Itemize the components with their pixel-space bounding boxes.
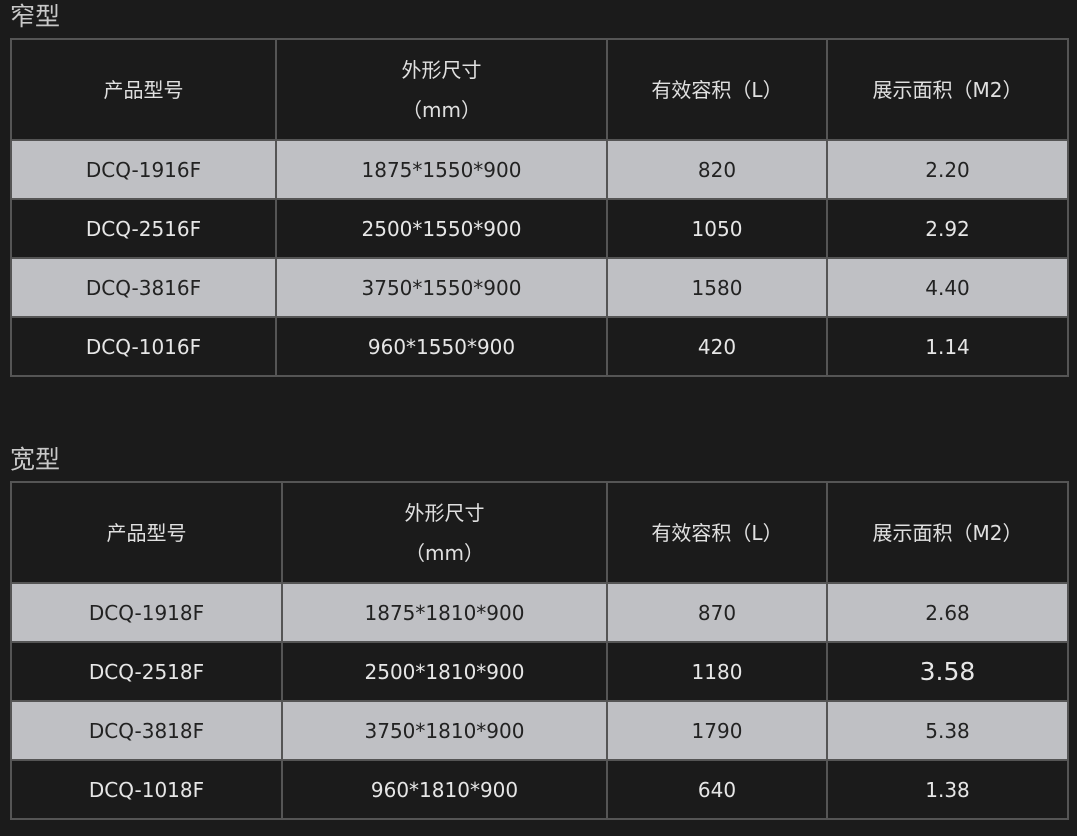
spec-table-narrow: 产品型号 外形尺寸 （mm） 有效容积（L） 展示面积（M2） DCQ-1916F… — [10, 38, 1069, 377]
cell-model: DCQ-1018F — [10, 759, 283, 820]
table-row: DCQ-2518F 2500*1810*900 1180 3.58 — [10, 641, 1069, 702]
cell-area: 5.38 — [826, 700, 1069, 761]
cell-model: DCQ-3818F — [10, 700, 283, 761]
cell-dimensions: 2500*1550*900 — [275, 198, 608, 259]
cell-area: 1.14 — [826, 316, 1069, 377]
header-dimensions: 外形尺寸 （mm） — [275, 38, 608, 141]
cell-dimensions: 960*1550*900 — [275, 316, 608, 377]
table-row: DCQ-1918F 1875*1810*900 870 2.68 — [10, 582, 1069, 643]
header-dimensions-label: 外形尺寸 — [401, 57, 482, 82]
cell-area: 4.40 — [826, 257, 1069, 318]
cell-area: 1.38 — [826, 759, 1069, 820]
cell-volume: 1580 — [606, 257, 828, 318]
header-area: 展示面积（M2） — [826, 481, 1069, 584]
header-model: 产品型号 — [10, 481, 283, 584]
table-row: DCQ-3818F 3750*1810*900 1790 5.38 — [10, 700, 1069, 761]
cell-volume: 870 — [606, 582, 828, 643]
table-row: DCQ-2516F 2500*1550*900 1050 2.92 — [10, 198, 1069, 259]
section-title-narrow: 窄型 — [10, 2, 61, 31]
header-dimensions: 外形尺寸 （mm） — [281, 481, 608, 584]
table-row: DCQ-1016F 960*1550*900 420 1.14 — [10, 316, 1069, 377]
cell-area: 2.68 — [826, 582, 1069, 643]
cell-volume: 1050 — [606, 198, 828, 259]
table-row: DCQ-1916F 1875*1550*900 820 2.20 — [10, 139, 1069, 200]
table-row: DCQ-1018F 960*1810*900 640 1.38 — [10, 759, 1069, 820]
cell-model: DCQ-1016F — [10, 316, 277, 377]
header-dimensions-unit: （mm） — [402, 97, 481, 122]
cell-volume: 820 — [606, 139, 828, 200]
cell-volume: 420 — [606, 316, 828, 377]
header-volume: 有效容积（L） — [606, 38, 828, 141]
cell-volume: 1180 — [606, 641, 828, 702]
header-row: 产品型号 外形尺寸 （mm） 有效容积（L） 展示面积（M2） — [10, 481, 1069, 584]
cell-model: DCQ-1918F — [10, 582, 283, 643]
section-title-wide: 宽型 — [10, 445, 61, 474]
cell-area: 2.92 — [826, 198, 1069, 259]
cell-dimensions: 1875*1810*900 — [281, 582, 608, 643]
cell-dimensions: 3750*1550*900 — [275, 257, 608, 318]
cell-area: 3.58 — [826, 641, 1069, 702]
cell-model: DCQ-1916F — [10, 139, 277, 200]
header-row: 产品型号 外形尺寸 （mm） 有效容积（L） 展示面积（M2） — [10, 38, 1069, 141]
cell-area: 2.20 — [826, 139, 1069, 200]
header-dimensions-unit: （mm） — [405, 540, 484, 565]
cell-dimensions: 960*1810*900 — [281, 759, 608, 820]
header-dimensions-label: 外形尺寸 — [404, 500, 485, 525]
cell-volume: 640 — [606, 759, 828, 820]
cell-volume: 1790 — [606, 700, 828, 761]
spec-table-wide: 产品型号 外形尺寸 （mm） 有效容积（L） 展示面积（M2） DCQ-1918F… — [10, 481, 1069, 820]
table-row: DCQ-3816F 3750*1550*900 1580 4.40 — [10, 257, 1069, 318]
header-area: 展示面积（M2） — [826, 38, 1069, 141]
cell-dimensions: 3750*1810*900 — [281, 700, 608, 761]
cell-dimensions: 2500*1810*900 — [281, 641, 608, 702]
cell-dimensions: 1875*1550*900 — [275, 139, 608, 200]
header-model: 产品型号 — [10, 38, 277, 141]
cell-model: DCQ-2516F — [10, 198, 277, 259]
cell-model: DCQ-3816F — [10, 257, 277, 318]
cell-model: DCQ-2518F — [10, 641, 283, 702]
header-volume: 有效容积（L） — [606, 481, 828, 584]
